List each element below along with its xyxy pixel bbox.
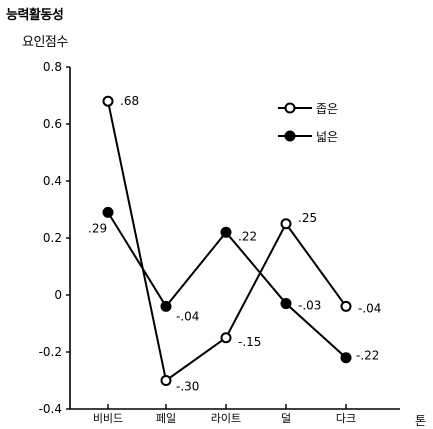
data-point-wide <box>102 206 114 218</box>
data-label: -.30 <box>176 380 199 394</box>
data-point-narrow <box>160 375 172 386</box>
data-point-narrow <box>102 95 114 107</box>
data-point-wide <box>340 352 352 364</box>
data-label: -.04 <box>176 309 199 323</box>
data-label: .22 <box>238 229 257 243</box>
data-point-narrow <box>340 300 352 312</box>
legend-marker <box>284 130 296 142</box>
legend-marker <box>284 102 296 114</box>
data-label: -.15 <box>238 335 261 349</box>
data-point-narrow <box>280 218 292 230</box>
y-tick-label: 0.4 <box>43 174 62 188</box>
y-tick-label: 0.6 <box>43 117 62 131</box>
x-tick-label: 덜 <box>281 412 291 425</box>
data-label: -.03 <box>298 299 321 313</box>
y-tick-label: -0.4 <box>39 402 62 416</box>
x-tick-label: 라이트 <box>211 412 241 425</box>
data-label: -.04 <box>358 301 381 315</box>
data-point-wide <box>220 226 232 238</box>
y-tick-label: -0.2 <box>39 345 62 359</box>
x-axis-unit-label: 톤 <box>415 414 427 428</box>
data-label: .25 <box>298 211 317 225</box>
y-tick-label: 0.2 <box>43 231 62 245</box>
data-label: -.22 <box>356 349 379 363</box>
x-tick-label: 비비드 <box>93 412 123 425</box>
data-point-narrow <box>220 332 232 344</box>
x-tick-label: 다크 <box>336 412 356 425</box>
data-point-wide <box>160 300 172 312</box>
y-tick-label: 0.8 <box>43 60 62 74</box>
data-label: .68 <box>120 94 139 108</box>
data-label: .29 <box>88 221 107 235</box>
y-tick-label: 0 <box>54 288 62 302</box>
y-axis-title-line1: 능력활동성 <box>6 8 64 23</box>
data-point-wide <box>280 298 292 310</box>
y-axis-title-line2: 요인점수 <box>22 35 68 50</box>
legend-label: 좁은 <box>316 102 338 116</box>
x-tick-label: 페일 <box>156 411 176 425</box>
legend-label: 넓은 <box>316 130 338 144</box>
